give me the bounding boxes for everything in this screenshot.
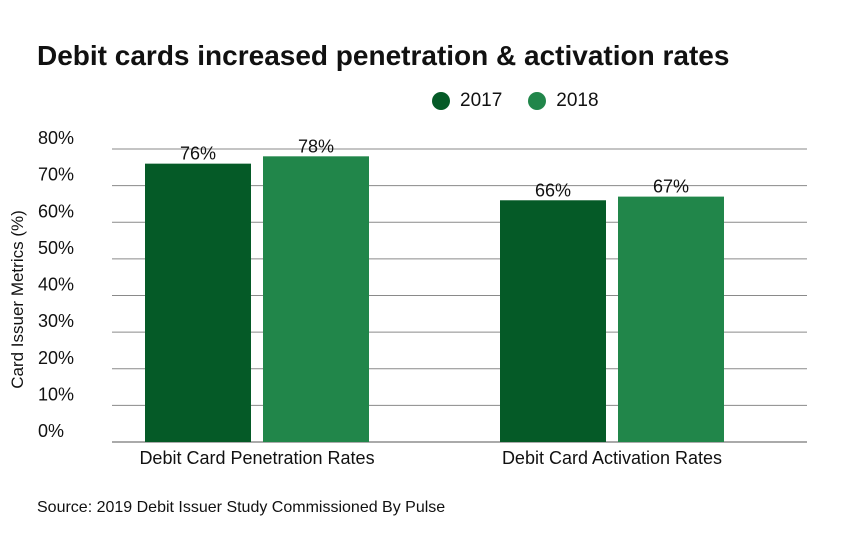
y-tick-label: 70% bbox=[38, 165, 74, 185]
y-tick-label: 50% bbox=[38, 238, 74, 258]
y-tick-label: 30% bbox=[38, 311, 74, 331]
legend-swatch-2018 bbox=[528, 92, 547, 110]
y-tick-label: 80% bbox=[38, 128, 74, 148]
y-tick-label: 60% bbox=[38, 201, 74, 221]
x-category-label: Debit Card Activation Rates bbox=[502, 448, 722, 468]
legend: 2017 2018 bbox=[432, 90, 625, 112]
y-tick-label: 20% bbox=[38, 348, 74, 368]
data-label: 66% bbox=[535, 180, 571, 200]
bar-2018-0 bbox=[263, 156, 369, 442]
bar-2017-1 bbox=[500, 200, 606, 442]
legend-label-2017: 2017 bbox=[460, 90, 503, 111]
y-tick-label: 10% bbox=[38, 384, 74, 404]
y-axis-label: Card Issuer Metrics (%) bbox=[8, 210, 27, 389]
bar-2018-1 bbox=[618, 196, 724, 442]
y-tick-label: 40% bbox=[38, 275, 74, 295]
legend-item-2017: 2017 bbox=[432, 90, 502, 112]
legend-swatch-2017 bbox=[432, 92, 450, 110]
data-label: 78% bbox=[298, 136, 334, 156]
legend-item-2018: 2018 bbox=[528, 90, 599, 112]
x-category-label: Debit Card Penetration Rates bbox=[139, 448, 374, 468]
legend-label-2018: 2018 bbox=[556, 90, 599, 111]
bar-2017-0 bbox=[145, 163, 251, 442]
y-tick-label: 0% bbox=[38, 421, 64, 441]
source-note: Source: 2019 Debit Issuer Study Commissi… bbox=[37, 499, 446, 516]
data-label: 67% bbox=[653, 177, 689, 197]
data-label: 76% bbox=[180, 144, 216, 164]
chart-title: Debit cards increased penetration & acti… bbox=[37, 40, 730, 71]
